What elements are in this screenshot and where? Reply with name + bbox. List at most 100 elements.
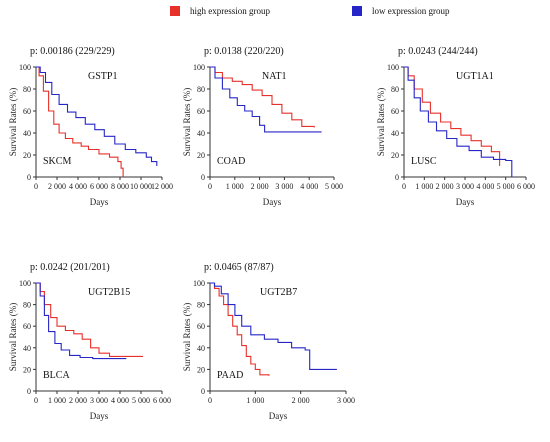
x-tick-label: 1 000 xyxy=(226,182,244,191)
y-tick-label: 0 xyxy=(27,173,31,182)
x-tick-label: 1 000 xyxy=(246,396,264,405)
y-tick-label: 80 xyxy=(391,85,399,94)
x-tick-label: 3 000 xyxy=(456,182,474,191)
x-tick-label: 5 000 xyxy=(497,182,515,191)
y-tick-label: 80 xyxy=(23,85,31,94)
y-tick-label: 20 xyxy=(197,365,205,374)
km-panel-gstp1: 0 20 40 60 80 100 0 2 000 4 000 6 000 8 000 10 000 1… xyxy=(8,46,173,207)
x-tick-label: 5 000 xyxy=(132,396,150,405)
gene-label: NAT1 xyxy=(262,71,286,82)
x-tick-label: 3 000 xyxy=(275,182,293,191)
y-tick-label: 20 xyxy=(23,151,31,160)
y-tick-label: 80 xyxy=(197,301,205,310)
series-line-high xyxy=(210,282,270,376)
y-tick-label: 20 xyxy=(391,151,399,160)
y-axis-label: Survival Rates (%) xyxy=(8,88,18,156)
cancer-label: PAAD xyxy=(217,370,243,381)
y-axis-label: Survival Rates (%) xyxy=(376,88,386,156)
series-line-high xyxy=(36,66,124,177)
y-tick-label: 60 xyxy=(23,322,31,331)
km-panel-ugt2b15: 0 20 40 60 80 100 0 1 000 2 000 3 000 4 000 5 000 6 … xyxy=(8,262,171,421)
x-tick-label: 4 000 xyxy=(476,182,494,191)
y-tick-label: 60 xyxy=(23,107,31,116)
y-tick-label: 80 xyxy=(197,85,205,94)
legend-label-high: high expression group xyxy=(190,6,270,16)
x-axis-label: Days xyxy=(90,197,109,207)
y-tick-label: 100 xyxy=(19,63,31,72)
x-tick-label: 2 000 xyxy=(436,182,454,191)
y-tick-label: 0 xyxy=(27,387,31,396)
legend: high expression group low expression gro… xyxy=(170,6,450,16)
legend-swatch-high xyxy=(170,6,180,16)
x-tick-label: 2 000 xyxy=(69,396,87,405)
x-tick-label: 2 000 xyxy=(292,396,310,405)
y-axis-label: Survival Rates (%) xyxy=(8,303,18,371)
series-line-low xyxy=(210,282,337,370)
x-tick-label: 2 000 xyxy=(48,182,66,191)
p-value-label: p: 0.0242 (201/201) xyxy=(30,262,110,273)
x-tick-label: 0 xyxy=(208,182,212,191)
x-axis-label: Days xyxy=(456,197,475,207)
y-tick-label: 100 xyxy=(193,279,205,288)
x-tick-label: 0 xyxy=(34,396,38,405)
x-axis-label: Days xyxy=(269,411,288,421)
y-tick-label: 0 xyxy=(201,173,205,182)
x-tick-label: 10 000 xyxy=(130,182,152,191)
series-line-low xyxy=(210,66,322,133)
y-tick-label: 80 xyxy=(23,301,31,310)
x-tick-label: 1 000 xyxy=(415,182,433,191)
x-tick-label: 0 xyxy=(34,182,38,191)
x-tick-label: 3 000 xyxy=(90,396,108,405)
gene-label: UGT2B7 xyxy=(260,287,297,298)
p-value-label: p: 0.00186 (229/229) xyxy=(30,46,115,57)
series-line-low xyxy=(404,66,513,177)
series-line-low xyxy=(36,282,127,360)
x-axis-label: Days xyxy=(263,197,282,207)
y-tick-label: 40 xyxy=(197,344,205,353)
x-tick-label: 0 xyxy=(402,182,406,191)
cancer-label: LUSC xyxy=(411,156,437,167)
x-tick-label: 6 000 xyxy=(90,182,108,191)
x-tick-label: 4 000 xyxy=(111,396,129,405)
x-tick-label: 4 000 xyxy=(300,182,318,191)
cancer-label: SKCM xyxy=(43,156,71,167)
p-value-label: p: 0.0138 (220/220) xyxy=(204,46,284,57)
y-tick-label: 20 xyxy=(23,365,31,374)
series-line-high xyxy=(210,66,315,128)
km-panel-ugt2b7: 0 20 40 60 80 100 0 1 000 2 000 3 000 Days Survival… xyxy=(182,262,355,421)
x-tick-label: 3 000 xyxy=(337,396,355,405)
y-tick-label: 40 xyxy=(391,129,399,138)
x-tick-label: 8 000 xyxy=(111,182,129,191)
y-tick-label: 0 xyxy=(395,173,399,182)
km-panel-ugt1a1: 0 20 40 60 80 100 0 1 000 2 000 3 000 4 000 5 000 6 … xyxy=(376,46,535,207)
x-tick-label: 0 xyxy=(208,396,212,405)
y-tick-label: 100 xyxy=(387,63,399,72)
legend-swatch-low xyxy=(352,6,362,16)
y-tick-label: 60 xyxy=(391,107,399,116)
y-tick-label: 100 xyxy=(193,63,205,72)
x-tick-label: 2 000 xyxy=(251,182,269,191)
x-tick-label: 6 000 xyxy=(153,396,171,405)
cancer-label: COAD xyxy=(217,156,245,167)
p-value-label: p: 0.0465 (87/87) xyxy=(204,262,274,273)
series-line-low xyxy=(36,66,158,166)
y-tick-label: 60 xyxy=(197,322,205,331)
y-tick-label: 20 xyxy=(197,151,205,160)
gene-label: GSTP1 xyxy=(88,71,117,82)
y-axis-label: Survival Rates (%) xyxy=(182,88,192,156)
gene-label: UGT1A1 xyxy=(456,71,494,82)
y-tick-label: 40 xyxy=(23,129,31,138)
y-tick-label: 60 xyxy=(197,107,205,116)
x-tick-label: 5 000 xyxy=(325,182,343,191)
y-tick-label: 40 xyxy=(23,344,31,353)
y-tick-label: 100 xyxy=(19,279,31,288)
x-tick-label: 12 000 xyxy=(151,182,173,191)
gene-label: UGT2B15 xyxy=(88,287,130,298)
x-tick-label: 1 000 xyxy=(48,396,66,405)
y-tick-label: 0 xyxy=(201,387,205,396)
x-tick-label: 6 000 xyxy=(517,182,535,191)
y-axis-label: Survival Rates (%) xyxy=(182,303,192,371)
